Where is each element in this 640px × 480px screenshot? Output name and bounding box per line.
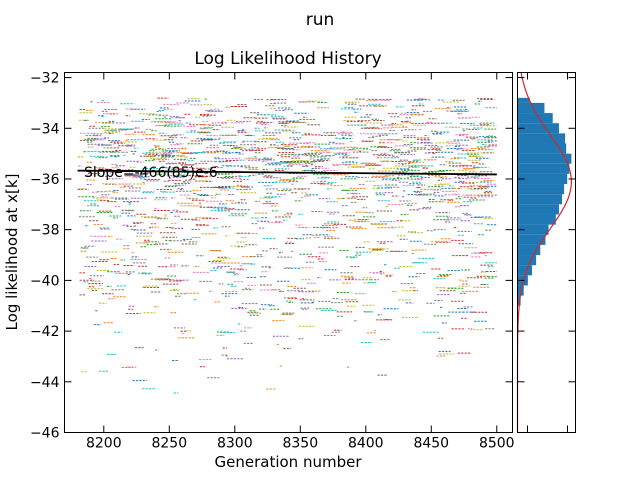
histogram-bar	[517, 234, 546, 245]
x-tick-label: 8300	[217, 436, 253, 452]
trend-line	[77, 169, 497, 176]
histogram-bar	[517, 184, 565, 195]
trend-slope-label: Slope=-466(85)e-6	[84, 165, 218, 181]
main-plot-title: Log Likelihood History	[194, 49, 381, 69]
y-tick-label: −32	[30, 71, 60, 87]
histogram-bar	[517, 204, 559, 215]
x-tick-label: 8450	[413, 436, 449, 452]
y-tick-label: −40	[30, 273, 60, 289]
histogram-bar	[517, 133, 566, 144]
histogram-bar	[517, 153, 572, 164]
y-tick-label: −46	[30, 426, 60, 442]
main-axis-ticks: 8200 8250 8300 8350 8400 8450 8500 −46 −44 −42 −40…	[30, 71, 515, 452]
main-plot-frame	[64, 72, 513, 433]
x-tick-label: 8500	[479, 436, 515, 452]
histogram-bar	[517, 102, 545, 114]
y-tick-label: −44	[30, 375, 60, 391]
histogram-bar	[517, 244, 541, 256]
histogram-bar	[517, 123, 559, 134]
histogram-bar	[517, 224, 549, 235]
histogram-bar	[517, 173, 568, 185]
histogram-bar	[517, 194, 563, 205]
histogram-bar	[517, 143, 567, 154]
histogram-bar	[517, 113, 553, 124]
histogram-bar	[517, 255, 537, 266]
y-axis-label: Log likelihood at x[k]	[3, 174, 21, 331]
main-plot: Slope=-466(85)e-6 8200 8250 8300 8350 8400 84…	[30, 71, 515, 452]
histogram-bar	[517, 214, 556, 225]
y-tick-label: −36	[30, 172, 60, 188]
x-axis-label: Generation number	[215, 453, 363, 471]
y-tick-label: −38	[30, 223, 60, 239]
histogram-bar	[517, 265, 532, 276]
x-tick-label: 8250	[151, 436, 187, 452]
histogram-bar	[517, 97, 530, 103]
y-tick-label: −42	[30, 324, 60, 340]
x-tick-label: 8400	[348, 436, 384, 452]
histogram-frame	[517, 72, 576, 433]
y-tick-label: −34	[30, 121, 60, 137]
figure-suptitle: run	[306, 10, 335, 30]
histogram-plot	[516, 72, 576, 433]
x-tick-label: 8350	[282, 436, 318, 452]
histogram-bar	[517, 163, 570, 174]
histogram-bar	[517, 295, 521, 306]
x-tick-label: 8200	[86, 436, 122, 452]
chain-traces	[77, 97, 497, 394]
